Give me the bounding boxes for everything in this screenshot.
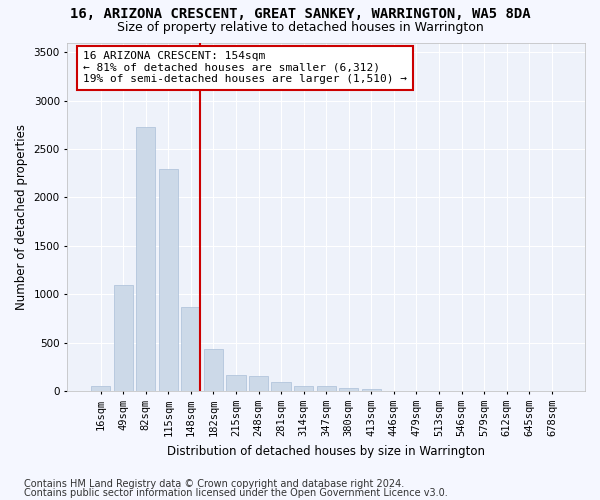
- Bar: [113, 284, 133, 391]
- Bar: [271, 382, 290, 391]
- Bar: [181, 307, 200, 391]
- Text: Contains HM Land Registry data © Crown copyright and database right 2024.: Contains HM Land Registry data © Crown c…: [24, 479, 404, 489]
- Bar: [91, 386, 110, 391]
- Y-axis label: Number of detached properties: Number of detached properties: [15, 124, 28, 310]
- Bar: [158, 170, 178, 391]
- Text: 16 ARIZONA CRESCENT: 154sqm
← 81% of detached houses are smaller (6,312)
19% of : 16 ARIZONA CRESCENT: 154sqm ← 81% of det…: [83, 51, 407, 84]
- X-axis label: Distribution of detached houses by size in Warrington: Distribution of detached houses by size …: [167, 444, 485, 458]
- Bar: [362, 388, 381, 391]
- Bar: [204, 350, 223, 391]
- Bar: [294, 386, 313, 391]
- Bar: [339, 388, 358, 391]
- Text: Size of property relative to detached houses in Warrington: Size of property relative to detached ho…: [116, 21, 484, 34]
- Bar: [249, 376, 268, 391]
- Bar: [136, 126, 155, 391]
- Text: 16, ARIZONA CRESCENT, GREAT SANKEY, WARRINGTON, WA5 8DA: 16, ARIZONA CRESCENT, GREAT SANKEY, WARR…: [70, 8, 530, 22]
- Bar: [226, 374, 245, 391]
- Text: Contains public sector information licensed under the Open Government Licence v3: Contains public sector information licen…: [24, 488, 448, 498]
- Bar: [317, 386, 336, 391]
